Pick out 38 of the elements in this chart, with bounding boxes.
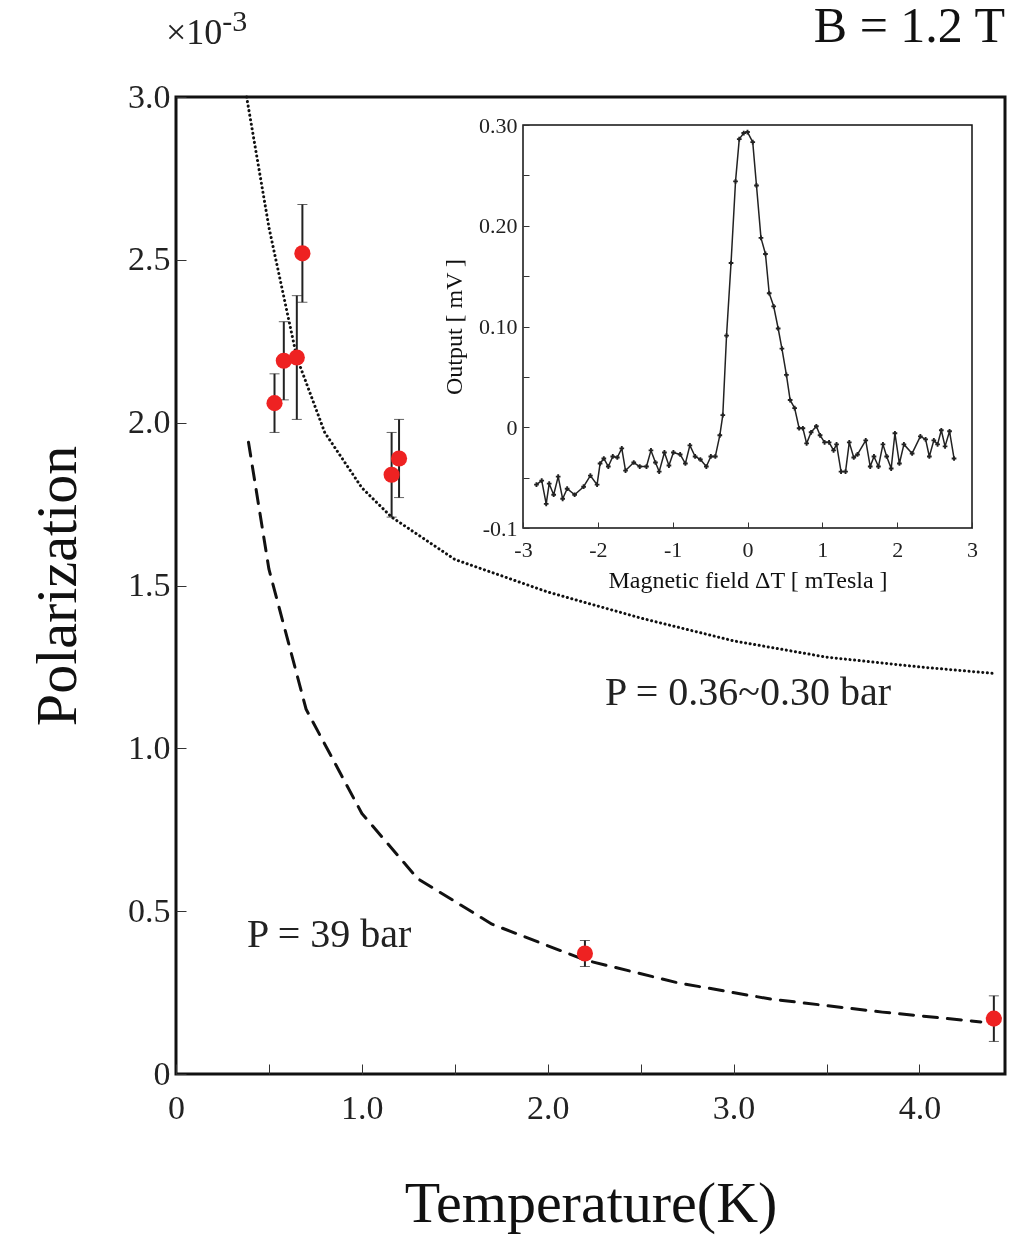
- chart-title: B = 1.2 T: [813, 0, 1005, 53]
- x-tick-label: 4.0: [898, 1088, 942, 1126]
- y-tick-label: 0.30: [479, 112, 518, 138]
- y-tick-label: 2.0: [128, 403, 171, 441]
- y-tick-label: 0: [506, 414, 518, 440]
- y-axis-title: Polarization: [24, 445, 89, 727]
- y-tick-label: 2.5: [128, 240, 171, 278]
- x-tick-label: 1.0: [341, 1088, 384, 1126]
- y-tick-label: 0.5: [128, 891, 171, 929]
- text: ×10$^{-3}$: [166, 4, 248, 53]
- point: [383, 466, 400, 483]
- annotation: P = 0.36~0.30 bar: [605, 668, 892, 715]
- x-tick-label: 2: [892, 536, 904, 562]
- annotation: P = 39 bar: [247, 910, 412, 957]
- x-tick-label: 3: [967, 536, 978, 562]
- point: [390, 450, 408, 467]
- y-tick-label: 0: [153, 1054, 171, 1092]
- y-axis-title: Output [ mV ]: [441, 258, 467, 396]
- point: [985, 1010, 1002, 1027]
- x-tick-label: -2: [589, 536, 608, 562]
- x-tick-label: -1: [664, 536, 683, 562]
- x-tick-label: 0: [742, 536, 754, 562]
- x-axis-title: Magnetic field ΔT [ mTesla ]: [608, 566, 888, 593]
- point: [266, 395, 283, 412]
- point: [288, 349, 305, 366]
- x-tick-label: 1: [817, 536, 829, 562]
- point: [294, 245, 311, 262]
- y-tick-label: 1.5: [128, 566, 171, 603]
- x-tick-label: 3.0: [712, 1088, 756, 1126]
- y-tick-label: 0.20: [479, 213, 518, 239]
- x-axis-title: Temperature(K): [404, 1169, 778, 1235]
- y-tick-label: 0.10: [479, 314, 518, 339]
- point: [275, 352, 292, 369]
- y-tick-label: 3.0: [128, 77, 171, 115]
- x-tick-label: 2.0: [527, 1088, 570, 1126]
- point: [576, 945, 593, 962]
- line-series: [246, 440, 983, 1024]
- y-tick-label: 1.0: [128, 728, 171, 766]
